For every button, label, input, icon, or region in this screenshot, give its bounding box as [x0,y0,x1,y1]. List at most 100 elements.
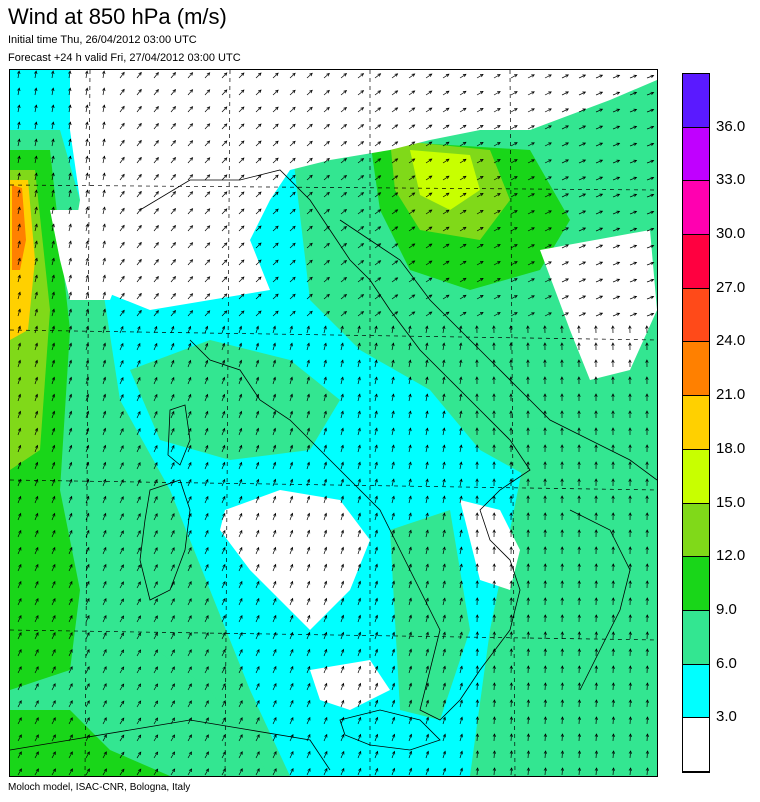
wind-arrow [306,377,310,385]
wind-arrow-head [155,174,159,178]
wind-arrow [374,209,381,215]
wind-arrow [306,530,310,538]
wind-arrow [34,224,38,232]
wind-arrow-head [391,478,395,483]
wind-arrow [408,700,412,708]
wind-arrow-head [137,530,141,534]
wind-arrow-head [290,734,294,738]
wind-arrow-head [51,87,55,92]
wind-arrow [578,227,586,232]
wind-arrow [272,751,277,759]
wind-arrow [425,632,429,640]
wind-arrow-head [51,359,56,364]
wind-arrow [357,581,361,589]
wind-arrow-head [188,768,192,773]
wind-arrow [221,225,228,232]
wind-arrow [289,768,294,776]
field-strong-sw [10,710,170,776]
wind-arrow [204,343,208,351]
wind-arrow-head [188,530,192,534]
wind-arrow-head [120,377,124,381]
wind-arrow [340,311,347,317]
wind-arrow-head [102,410,107,415]
wind-arrow-head [526,444,530,448]
wind-arrow [34,309,38,317]
wind-arrow-head [52,734,56,738]
coast-sardinia [139,479,191,601]
wind-arrow-head [425,376,429,381]
wind-arrow-head [343,242,347,247]
wind-arrow [119,106,125,113]
wind-arrow-head [633,244,638,248]
wind-arrow-head [205,700,209,704]
wind-arrow [425,158,432,164]
wind-arrow [85,768,90,776]
wind-arrow [187,530,192,538]
wind-arrow [34,292,38,300]
wind-arrow-head [374,546,378,551]
wind-arrow-head [492,682,496,686]
wind-arrow [340,717,345,725]
wind-arrow [459,227,467,232]
wind-arrow-head [509,631,513,635]
wind-arrow [221,547,226,555]
wind-arrow-head [155,242,159,246]
wind-arrow-head [645,699,650,703]
wind-arrow-head [357,563,362,568]
wind-arrow [476,74,484,79]
wind-arrow-head [275,276,279,281]
wind-arrow [187,598,192,606]
wind-arrow [187,191,193,198]
wind-arrow [425,394,428,402]
wind-arrow-head [86,598,90,602]
wind-arrow [374,445,378,453]
wind-arrow [255,666,260,674]
wind-arrow-head [223,225,228,229]
wind-arrow [476,108,484,113]
wind-arrow [612,682,614,691]
wind-arrow-head [343,89,347,94]
wind-arrow [561,176,569,181]
wind-arrow-head [256,717,260,721]
wind-arrow-head [462,260,467,264]
wind-arrow-head [374,580,378,585]
wind-arrow-head [577,461,581,465]
wind-arrow [51,258,55,266]
colorbar-segment [683,74,709,128]
wind-arrow-head [205,427,209,432]
wind-arrow-head [475,665,479,669]
wind-arrow-head [239,734,243,738]
wind-arrow-head [394,141,399,145]
wind-arrow-head [360,294,365,298]
wind-arrow-head [171,376,175,381]
wind-arrow [459,210,467,215]
wind-arrow [119,598,124,606]
wind-arrow-head [189,191,194,195]
wind-arrow [136,191,142,198]
wind-arrow-head [306,461,311,466]
wind-arrow [153,377,158,385]
wind-arrow [153,293,159,300]
wind-arrow-head [256,529,260,534]
wind-arrow-head [326,123,330,128]
wind-arrow [17,105,20,113]
wind-arrow-head [289,359,293,364]
colorbar-segment [683,181,709,236]
wind-arrow [578,193,586,198]
wind-arrow [595,682,597,691]
wind-arrow-head [324,750,328,755]
wind-arrow [629,160,637,164]
wind-arrow [153,191,159,198]
wind-arrow [340,615,344,623]
wind-arrow-head [138,105,142,110]
wind-arrow-head [633,74,638,78]
wind-arrow [527,142,535,147]
field-zone-central [130,340,340,460]
wind-arrow [459,244,467,249]
wind-arrow [476,261,484,266]
wind-arrow [34,428,38,436]
wind-arrow-head [357,325,361,330]
wind-arrow-head [205,342,209,347]
wind-arrow-head [374,512,378,517]
wind-arrow-head [408,427,412,432]
